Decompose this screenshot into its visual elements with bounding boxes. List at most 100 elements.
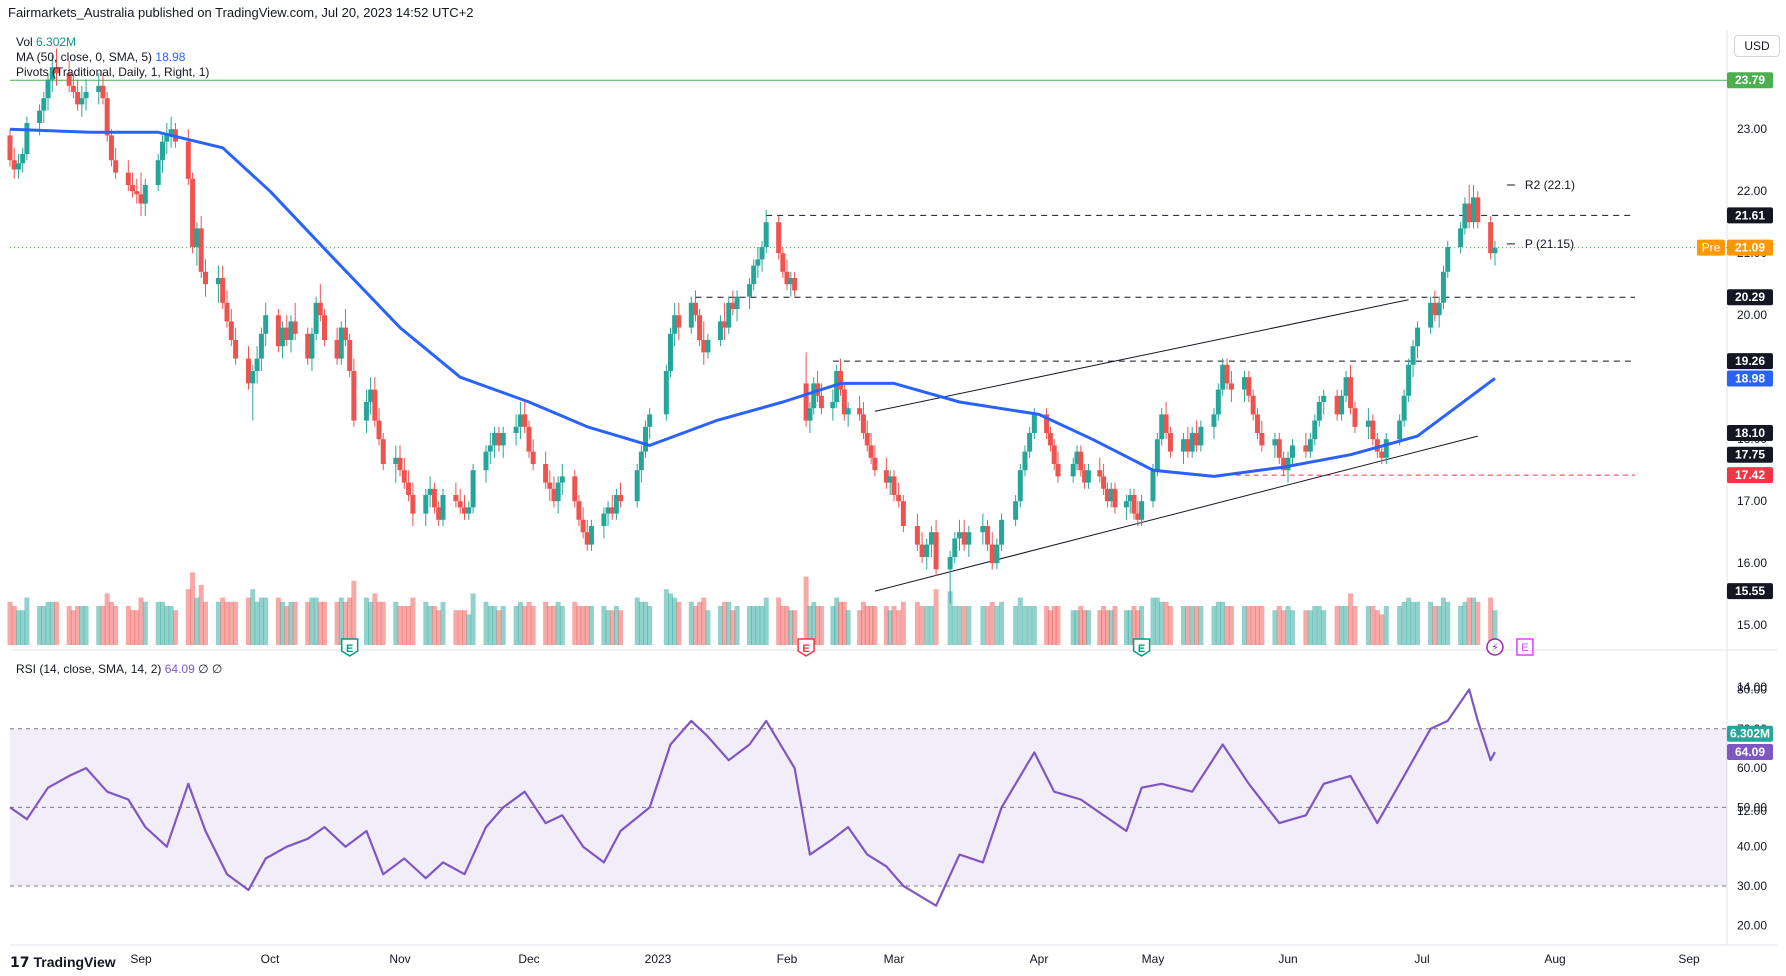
candle-body	[1339, 395, 1345, 415]
candle-body	[543, 464, 549, 483]
volume-bar	[1108, 610, 1114, 645]
candle-body	[203, 271, 208, 285]
volume-bar	[1044, 606, 1050, 645]
trend-channel[interactable]	[874, 299, 1478, 592]
volume-bar	[1022, 606, 1028, 645]
volume-bar	[717, 606, 723, 645]
candle-body	[701, 340, 707, 353]
candle-body	[397, 457, 403, 471]
volume-bar	[1466, 597, 1472, 645]
volume-bar	[980, 606, 986, 645]
candle-body	[1458, 228, 1464, 247]
volume-bar	[1383, 606, 1389, 645]
volume-bar	[638, 601, 644, 645]
candle-body	[1154, 439, 1160, 471]
candle-body	[309, 333, 315, 359]
event-markers[interactable]: E E E ⚡ E	[340, 638, 1534, 657]
price-tag-bg	[1727, 207, 1773, 224]
time-tick-label: Jul	[1414, 952, 1429, 966]
volume-bar	[1194, 606, 1200, 645]
volume-bar	[1127, 610, 1133, 645]
volume-bar	[1348, 593, 1354, 645]
candle-body	[522, 414, 528, 427]
volume-bar	[947, 591, 953, 645]
candle-body	[1440, 271, 1446, 303]
volume-bar	[1013, 606, 1019, 645]
candle-body	[1415, 327, 1421, 347]
volume-bar	[263, 597, 269, 645]
volume-bar	[784, 606, 790, 645]
volume-bar	[730, 610, 736, 645]
candle-body	[747, 284, 753, 297]
volume-bar	[487, 606, 493, 645]
candle-body	[672, 315, 678, 334]
candle-body	[896, 495, 902, 502]
rsi-tag-bg	[1727, 744, 1773, 761]
legend-rsi-extra: ∅ ∅	[198, 662, 223, 676]
volume-bar	[1436, 606, 1442, 645]
volume-bar	[961, 606, 967, 645]
candle-body	[928, 532, 934, 545]
candle-body	[142, 185, 148, 204]
volume-bar	[1415, 601, 1421, 645]
candle-body	[1211, 414, 1217, 427]
time-tick-label: Mar	[884, 952, 905, 966]
volume-bar	[1365, 606, 1371, 645]
volume-bar	[551, 606, 557, 645]
volume-bar	[108, 601, 114, 645]
volume-bar	[168, 606, 174, 645]
volume-bar	[1289, 610, 1295, 645]
volume-bar	[688, 601, 694, 645]
candle-body	[1101, 476, 1107, 489]
candle-body	[70, 85, 76, 92]
currency-button[interactable]: USD	[1734, 35, 1780, 57]
candle-body	[376, 420, 382, 440]
candle-body	[233, 340, 239, 359]
volume-bar	[342, 601, 348, 645]
volume-bar	[588, 606, 594, 645]
candle-body	[697, 315, 703, 340]
volume-bar	[104, 593, 110, 645]
volume-bar	[164, 606, 170, 645]
volume-bar	[1163, 601, 1169, 645]
upcoming-earnings-letter: E	[1521, 642, 1528, 654]
candle-body	[20, 154, 26, 164]
volume-bar	[792, 610, 798, 645]
candle-body	[363, 402, 369, 421]
tradingview-footer[interactable]: 𝟭𝟳 TradingView	[10, 954, 116, 971]
earnings-marker-letter: E	[346, 643, 353, 655]
volume-bar	[547, 606, 553, 645]
volume-bar	[130, 610, 136, 645]
candle-body	[108, 135, 114, 161]
candle-body	[401, 470, 407, 483]
candle-body	[410, 495, 416, 514]
candlesticks	[7, 48, 1498, 604]
volume-bar	[643, 601, 649, 645]
price-tick-label: 12.00	[1737, 804, 1767, 818]
volume-bar	[676, 601, 682, 645]
legend-volume[interactable]: Vol 6.302M	[16, 35, 76, 49]
price-tag-label: 17.42	[1735, 468, 1765, 482]
volume-bar	[776, 597, 782, 645]
legend-pivots[interactable]: Pivots (Traditional, Daily, 1, Right, 1)	[16, 65, 209, 79]
volume-bar	[1031, 606, 1037, 645]
candle-body	[1488, 222, 1494, 254]
candle-body	[966, 532, 972, 545]
candle-body	[1466, 203, 1472, 223]
volume-bar	[1250, 606, 1256, 645]
volume-bar	[864, 606, 870, 645]
candle-body	[717, 321, 723, 340]
legend-ma[interactable]: MA (50, close, 0, SMA, 5) 18.98	[16, 50, 185, 64]
legend-rsi[interactable]: RSI (14, close, SMA, 14, 2) 64.09 ∅ ∅	[16, 662, 222, 676]
candle-body	[1180, 439, 1186, 452]
volume-bar	[517, 601, 523, 645]
volume-bar	[1339, 606, 1345, 645]
price-tag-bg	[1727, 239, 1773, 256]
volume-bar	[134, 610, 140, 645]
volume-bar	[305, 601, 311, 645]
candle-body	[1078, 451, 1084, 471]
volume-bar	[815, 606, 821, 645]
volume-bar	[1215, 601, 1221, 645]
volume-bar	[224, 601, 230, 645]
